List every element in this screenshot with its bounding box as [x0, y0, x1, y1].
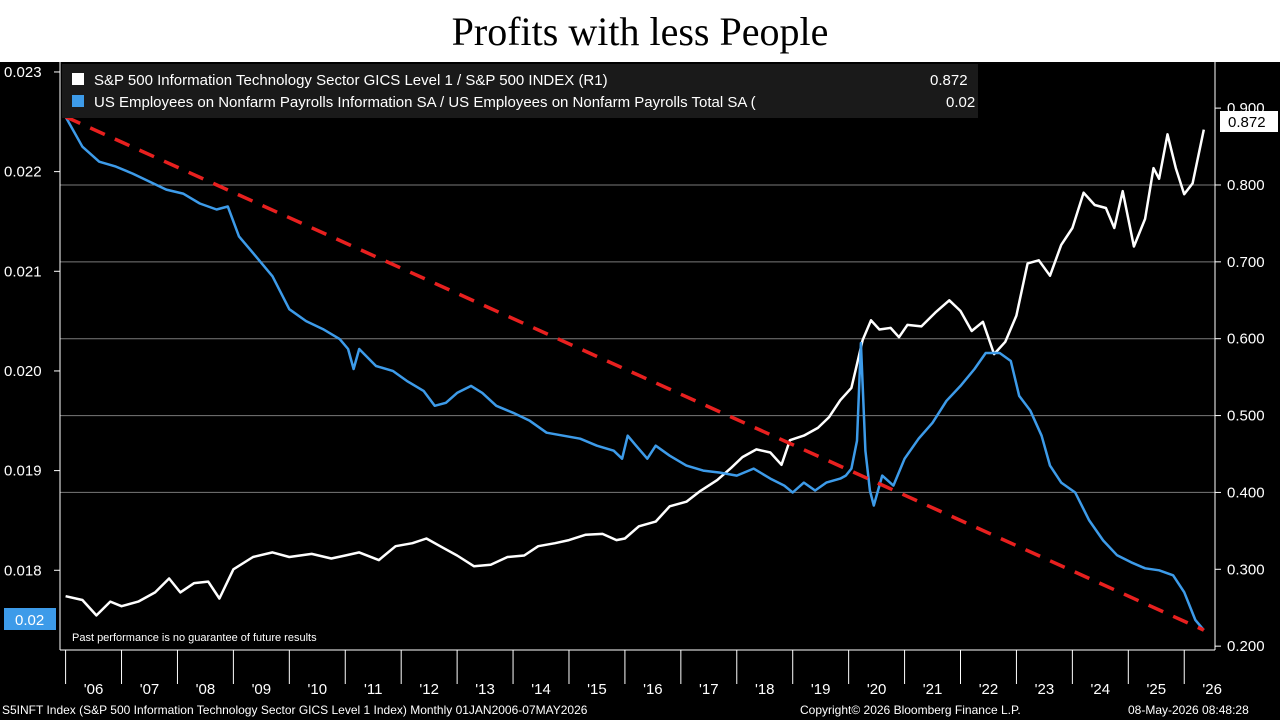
- x-tick-label: '08: [196, 681, 216, 698]
- left-tick-label: 0.019: [4, 463, 42, 480]
- left-tick-label: 0.023: [4, 64, 42, 81]
- trend-line: [64, 115, 1205, 632]
- tech-sector-ratio-line: [65, 129, 1206, 617]
- right-tick-label: 0.800: [1227, 177, 1265, 194]
- x-tick-label: '23: [1035, 681, 1055, 698]
- left-tick-label: 0.020: [4, 363, 42, 380]
- right-tick-label: 0.300: [1227, 561, 1265, 578]
- grid-layer: [60, 184, 1215, 493]
- x-tick-label: '19: [811, 681, 831, 698]
- x-tick-label: '26: [1202, 681, 1222, 698]
- right-tick-label: 0.200: [1227, 638, 1265, 655]
- legend-swatch-blue: [72, 95, 84, 107]
- legend-label-blue: US Employees on Nonfarm Payrolls Informa…: [94, 94, 756, 111]
- disclaimer-note: Past performance is no guarantee of futu…: [72, 632, 317, 644]
- left-tick-label: 0.022: [4, 164, 42, 181]
- series-layer: [64, 115, 1206, 632]
- legend-value-white: 0.872: [930, 72, 968, 89]
- footer-center: Copyright© 2026 Bloomberg Finance L.P.: [800, 703, 1021, 717]
- x-tick-label: '17: [699, 681, 719, 698]
- x-tick-label: '22: [979, 681, 999, 698]
- chart-svg: 0.9000.8000.7000.6000.5000.4000.3000.200…: [2, 62, 1278, 717]
- footer-right: 08-May-2026 08:48:28: [1128, 703, 1249, 717]
- right-tick-label: 0.400: [1227, 484, 1265, 501]
- right-tick-label: 0.500: [1227, 408, 1265, 425]
- x-tick-label: '14: [531, 681, 551, 698]
- x-tick-label: '18: [755, 681, 775, 698]
- info-employment-ratio-line: [64, 116, 1205, 631]
- chart-panel: 0.900 0.800 0.700 0.600 0.500 0.400 0.300 0.200…: [0, 62, 1280, 720]
- left-tick-label: 0.018: [4, 562, 42, 579]
- x-tick-label: '09: [252, 681, 272, 698]
- legend-value-blue: 0.02: [946, 94, 975, 111]
- left-last-value-text: 0.02: [15, 612, 44, 629]
- x-tick-label: '12: [419, 681, 439, 698]
- x-tick-label: '25: [1146, 681, 1166, 698]
- legend-box: [62, 64, 978, 118]
- page-title: Profits with less People: [451, 9, 829, 54]
- left-last-value-tag: [4, 608, 56, 630]
- axis-layer: 0.9000.8000.7000.6000.5000.4000.3000.200…: [4, 62, 1265, 698]
- x-tick-label: '06: [84, 681, 104, 698]
- right-tick-label: 0.600: [1227, 331, 1265, 348]
- x-tick-label: '07: [140, 681, 160, 698]
- x-tick-label: '10: [308, 681, 328, 698]
- left-tick-label: 0.021: [4, 263, 42, 280]
- legend-swatch-white: [72, 73, 84, 85]
- right-tick-label: 0.700: [1227, 254, 1265, 271]
- legend-label-white: S&P 500 Information Technology Sector GI…: [94, 72, 608, 89]
- right-last-value-tag: [1220, 111, 1278, 132]
- footer-left: S5INFT Index (S&P 500 Information Techno…: [2, 703, 588, 717]
- x-tick-label: '24: [1091, 681, 1111, 698]
- x-tick-label: '13: [475, 681, 495, 698]
- x-tick-label: '16: [643, 681, 663, 698]
- x-tick-label: '21: [923, 681, 943, 698]
- x-tick-label: '20: [867, 681, 887, 698]
- x-tick-label: '11: [364, 681, 382, 698]
- x-tick-label: '15: [587, 681, 607, 698]
- right-last-value-text: 0.872: [1228, 114, 1266, 131]
